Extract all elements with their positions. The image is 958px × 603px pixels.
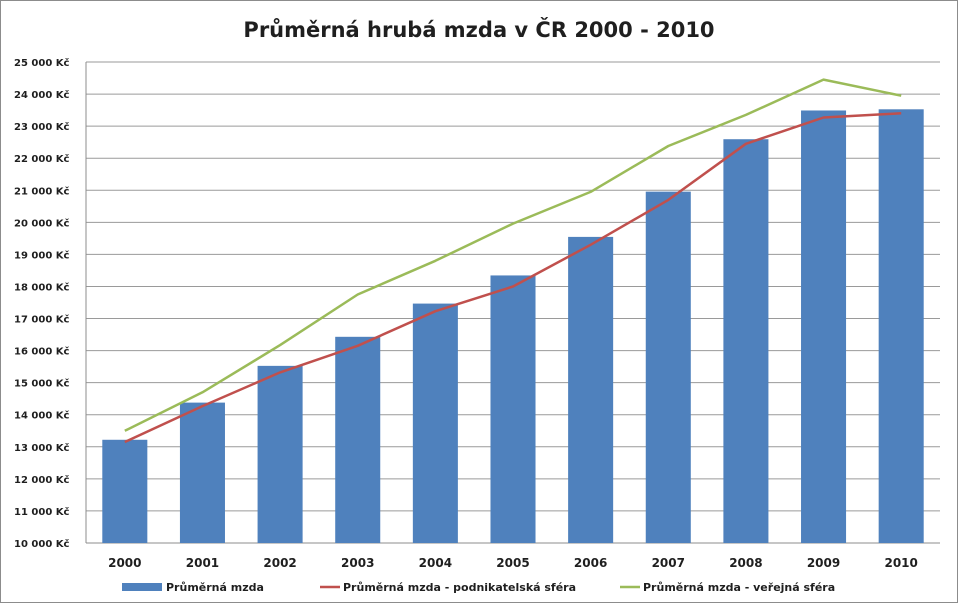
y-tick-label: 10 000 Kč [14,538,70,550]
bar [412,303,458,543]
y-tick-label: 20 000 Kč [14,217,70,229]
y-tick-label: 18 000 Kč [14,281,70,293]
bar [490,275,536,543]
x-tick-label: 2005 [496,556,529,570]
y-tick-label: 23 000 Kč [14,121,70,133]
y-tick-label: 14 000 Kč [14,410,70,422]
y-tick-label: 15 000 Kč [14,378,70,390]
chart-title: Průměrná hrubá mzda v ČR 2000 - 2010 [243,18,715,42]
legend-label: Průměrná mzda [166,581,264,594]
x-axis-ticks: 2000 2001 2002 2003 2004 2005 2006 2007 2008 2009… [108,556,918,570]
legend-swatch [122,583,162,591]
x-tick-label: 2008 [729,556,762,570]
y-axis-ticks: 10 000 Kč 11 000 Kč 12 000 Kč 13 000 Kč 14 0… [14,57,70,550]
y-tick-label: 13 000 Kč [14,442,70,454]
y-tick-label: 17 000 Kč [14,314,70,326]
y-tick-label: 19 000 Kč [14,249,70,261]
bar [335,336,381,543]
x-tick-label: 2009 [807,556,840,570]
series-line-1 [124,112,902,444]
bar [257,365,303,543]
bar [801,110,847,543]
bar-series [102,109,924,543]
legend-label: Průměrná mzda - veřejná sféra [643,581,835,594]
bar [179,402,225,543]
legend-label: Průměrná mzda - podnikatelská sféra [343,581,576,594]
y-tick-label: 22 000 Kč [14,153,70,165]
legend: Průměrná mzda Průměrná mzda - podnikatels… [122,581,835,594]
x-tick-label: 2006 [574,556,607,570]
y-tick-label: 24 000 Kč [14,89,70,101]
x-tick-label: 2002 [263,556,296,570]
y-tick-label: 12 000 Kč [14,474,70,486]
x-tick-label: 2001 [186,556,219,570]
y-tick-label: 25 000 Kč [14,57,70,69]
y-tick-label: 11 000 Kč [14,506,70,518]
y-tick-label: 21 000 Kč [14,185,70,197]
x-tick-label: 2003 [341,556,374,570]
x-tick-label: 2007 [652,556,685,570]
line-series [124,78,902,444]
x-tick-label: 2000 [108,556,141,570]
series-line-2 [124,78,902,432]
x-tick-label: 2004 [419,556,452,570]
bar [723,139,769,543]
bar [568,236,614,543]
x-tick-label: 2010 [884,556,917,570]
bar [102,439,148,543]
bar [645,191,691,543]
bar [878,109,924,543]
y-tick-label: 16 000 Kč [14,346,70,358]
